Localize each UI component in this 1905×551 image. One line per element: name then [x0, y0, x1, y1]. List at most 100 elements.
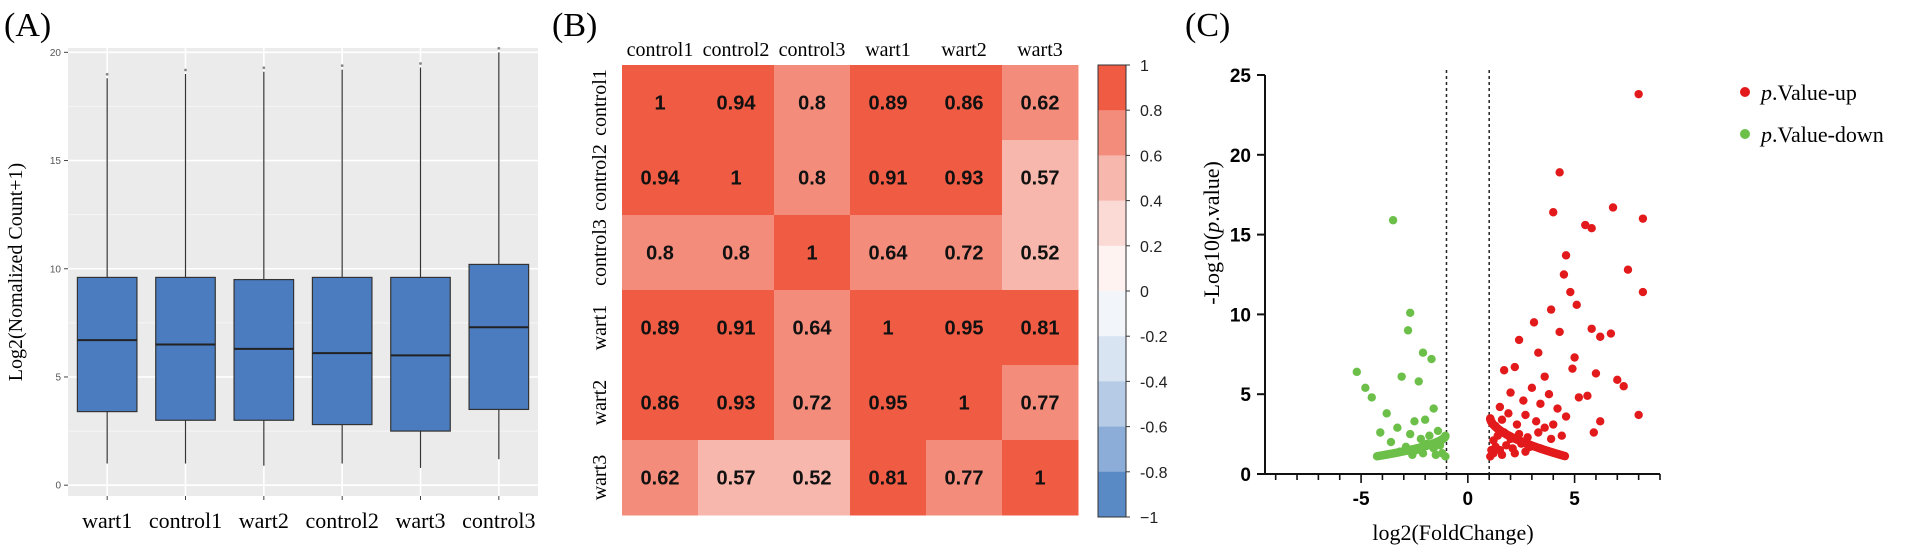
boxplot-y-ticks: 0 5 10 15 20 [50, 48, 68, 492]
box-control3 [468, 46, 530, 460]
heatmap-row-label: wart2 [589, 380, 611, 426]
heatmap-cell: 1 [622, 65, 699, 141]
colorbar-tick-label: -0.6 [1140, 420, 1168, 437]
volcano-point-up [1499, 366, 1509, 375]
box-wart2 [233, 66, 295, 466]
volcano-point-down [1361, 383, 1370, 393]
panel-label-b: (B) [552, 7, 597, 44]
heatmap-cell: 0.52 [1002, 215, 1079, 291]
heatmap-cell-value: 0.93 [945, 168, 984, 190]
volcano-point-cluster [1486, 415, 1495, 425]
heatmap-cell-rect [698, 215, 775, 291]
heatmap-cell-rect [926, 440, 1003, 516]
volcano-point-up [1521, 410, 1530, 420]
volcano-point-up [1587, 224, 1596, 233]
heatmap-cell: 0.91 [850, 140, 927, 216]
volcano-point-down [1382, 409, 1391, 418]
heatmap-cell-rect [850, 440, 927, 516]
colorbar-segment [1098, 155, 1126, 202]
colorbar-tick-label: -0.8 [1140, 465, 1168, 482]
volcano-point-up [1512, 420, 1522, 429]
volcano-point-down [1386, 437, 1396, 447]
volcano-y-tick-label: 10 [1230, 305, 1251, 326]
volcano-point-cluster [1376, 451, 1385, 460]
volcano-point-up [1634, 89, 1643, 99]
volcano-point-up [1619, 382, 1628, 391]
heatmap-cell-value: 0.93 [717, 393, 756, 415]
heatmap-cell-rect [698, 290, 775, 366]
volcano-points [1352, 89, 1648, 461]
heatmap-cell: 0.77 [926, 440, 1003, 516]
colorbar-segment [1098, 336, 1126, 382]
volcano-point-up [1589, 428, 1599, 437]
heatmap-cell: 0.89 [850, 65, 927, 141]
legend-down-italic: p [1759, 122, 1772, 147]
volcano-point-up [1561, 412, 1571, 421]
heatmap-cell: 0.64 [850, 215, 927, 291]
heatmap-cell-rect [850, 140, 927, 216]
heatmap-cell-value: 0.52 [1021, 243, 1060, 265]
heatmap-cell-value: 0.8 [798, 93, 826, 115]
heatmap-cell: 1 [926, 365, 1003, 441]
volcano-point-up [1544, 390, 1554, 399]
heatmap-cell-value: 0.95 [945, 318, 984, 340]
volcano-point-down [1367, 393, 1376, 402]
legend-up-label: p.Value-up [1759, 80, 1857, 105]
heatmap-cell-rect [850, 215, 927, 291]
colorbar-segment [1098, 381, 1126, 428]
volcano-point-up [1557, 431, 1566, 440]
volcano-point-up [1638, 287, 1648, 297]
boxplot-x-tick-label: control3 [462, 508, 535, 533]
volcano-point-up [1506, 388, 1515, 397]
box-body [468, 263, 530, 411]
heatmap-cell: 0.8 [774, 65, 851, 141]
volcano-point-cluster [1538, 445, 1548, 454]
box-outlier [184, 68, 187, 72]
volcano-point-up [1574, 393, 1584, 402]
legend-down-label: p.Value-down [1759, 122, 1884, 147]
volcano-y-label-prefix: -Log10( [1199, 233, 1224, 305]
volcano-point-cluster [1486, 452, 1495, 461]
volcano-point-cluster [1415, 443, 1424, 452]
volcano-point-up [1555, 327, 1564, 337]
heatmap-cell-value: 0.62 [1021, 93, 1060, 115]
heatmap-cell: 0.95 [850, 365, 927, 441]
heatmap-cell-value: 0.77 [945, 468, 984, 490]
volcano-point-up [1581, 220, 1590, 230]
heatmap-cell-rect [1002, 365, 1079, 441]
heatmap-cell-value: 0.81 [1021, 318, 1060, 340]
volcano-x-axis-label: log2(FoldChange) [1372, 520, 1533, 545]
heatmap-cell: 0.86 [926, 65, 1003, 141]
volcano-series-up [1487, 89, 1648, 460]
heatmap-cell-value: 0.89 [869, 93, 908, 115]
volcano-y-tick-label: 20 [1230, 146, 1251, 167]
box-outlier [340, 64, 344, 68]
volcano-point-cluster [1514, 436, 1523, 445]
volcano-point-cluster [1502, 430, 1512, 439]
volcano-point-cluster [1549, 448, 1559, 458]
heatmap-cell-rect [774, 440, 851, 516]
heatmap-cell-value: 0.86 [641, 393, 680, 415]
colorbar-tick-label: 1 [1140, 58, 1149, 75]
volcano-x-tick-label: -5 [1353, 489, 1370, 510]
heatmap-cell: 0.64 [774, 290, 851, 366]
box-body [155, 276, 216, 421]
boxplot-y-tick-label: 20 [50, 48, 62, 59]
volcano-point-up [1638, 214, 1648, 223]
heatmap-cell-value: 1 [1034, 468, 1045, 490]
heatmap-cell-rect [774, 140, 851, 216]
box-control2 [311, 64, 373, 464]
volcano-point-up [1596, 332, 1605, 341]
heatmap-cell-rect [774, 215, 851, 291]
volcano-point-cluster [1494, 424, 1503, 434]
volcano-point-up [1572, 300, 1581, 310]
heatmap-cell-rect [698, 365, 775, 441]
heatmap-cell: 1 [1002, 440, 1079, 516]
heatmap-cell: 0.94 [698, 65, 775, 141]
volcano-point-up [1587, 324, 1596, 333]
heatmap-cell-value: 1 [806, 243, 817, 265]
boxplot-x-tick-label: control1 [149, 508, 222, 533]
heatmap-cell-rect [926, 140, 1003, 216]
volcano-point-up [1561, 251, 1571, 260]
